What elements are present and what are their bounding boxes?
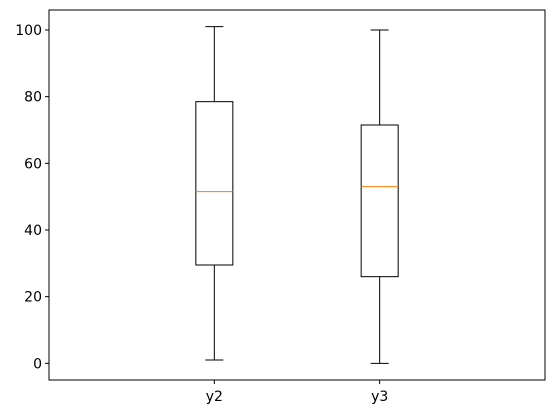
box-y2 (195, 26, 234, 361)
y-tick-label: 40 (24, 223, 42, 239)
plot-area (49, 10, 545, 380)
box-group (195, 26, 399, 364)
y-tick-label: 20 (24, 290, 42, 306)
iqr-box (195, 101, 234, 266)
x-tick-label: y2 (206, 389, 223, 405)
plot-frame (48, 9, 546, 381)
box-y3 (360, 29, 399, 364)
y-tick-label: 80 (24, 90, 42, 106)
x-axis: y2 y3 (206, 380, 388, 405)
x-tick-label: y3 (371, 389, 388, 405)
y-tick-label: 0 (33, 356, 42, 372)
y-tick-label: 60 (24, 156, 42, 172)
y-tick-label: 100 (15, 23, 42, 39)
y-axis: 0 20 40 60 80 100 (15, 23, 49, 372)
iqr-box (360, 124, 399, 278)
